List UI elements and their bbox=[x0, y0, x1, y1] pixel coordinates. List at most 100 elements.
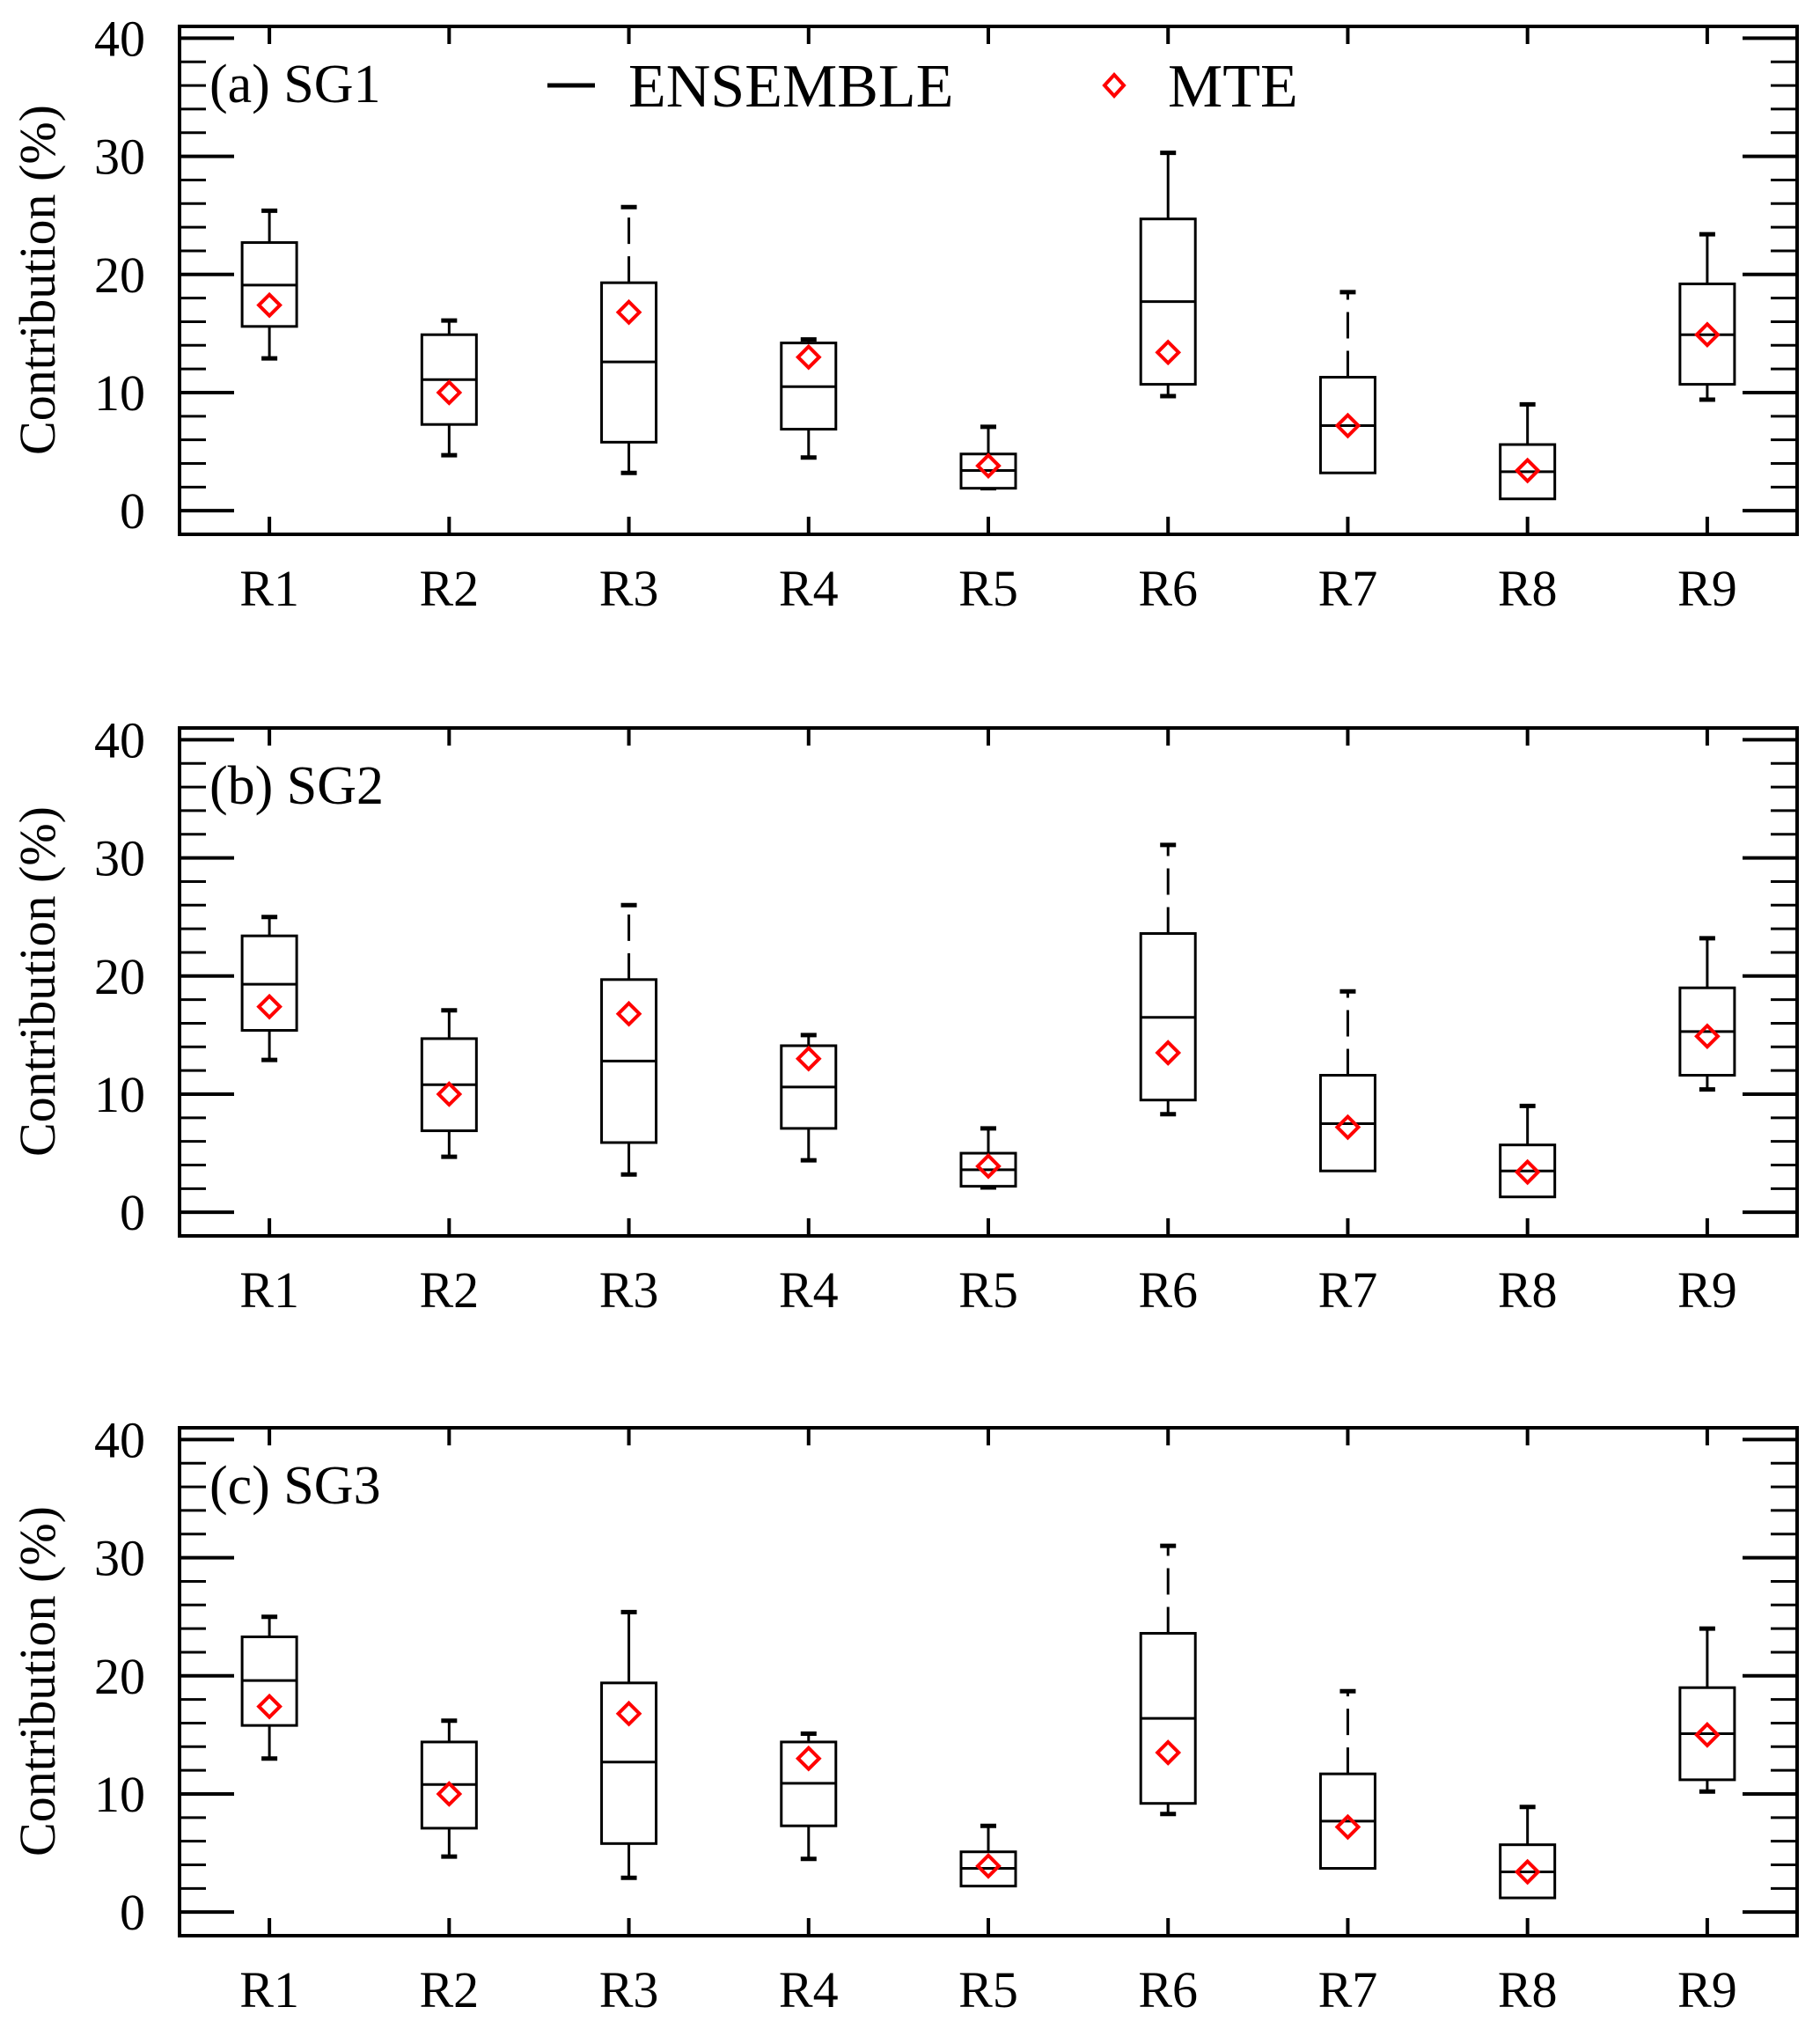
box-r8 bbox=[1499, 401, 1557, 501]
box-r3 bbox=[600, 204, 658, 475]
box-r3 bbox=[600, 902, 658, 1177]
panel-b-marks: 0 10 20 30 40 R1 R2 R3 R4 R5 R6 R7 R8 R9 bbox=[94, 711, 1799, 1319]
mte-point-r6 bbox=[1155, 1040, 1182, 1066]
box-r4 bbox=[780, 1033, 838, 1163]
mte-point-r6 bbox=[1155, 339, 1182, 366]
panel-c-ylabel: Contribution (%) bbox=[9, 1506, 66, 1856]
panel-a-title: (a) SG1 bbox=[209, 55, 381, 114]
mte-point-r4 bbox=[795, 1045, 822, 1072]
mte-point-r1 bbox=[256, 1693, 283, 1720]
box-r5 bbox=[959, 1126, 1017, 1190]
mte-point-r8 bbox=[1514, 1158, 1541, 1186]
panel-a-ylabel: Contribution (%) bbox=[9, 105, 66, 455]
box-r1 bbox=[240, 208, 298, 361]
panel-b-ylabel: Contribution (%) bbox=[9, 806, 66, 1157]
box-r1 bbox=[240, 1614, 298, 1761]
y-tick-label: 20 bbox=[94, 948, 145, 1005]
panel-c-marks: 0 10 20 30 40 R1 R2 R3 R4 R5 R6 R7 R8 R9 bbox=[94, 1411, 1799, 2018]
mte-point-r3 bbox=[615, 1000, 642, 1027]
y-tick-label: 10 bbox=[94, 1766, 145, 1823]
mte-point-r9 bbox=[1694, 321, 1721, 349]
x-tick-label-r2: R2 bbox=[419, 1261, 479, 1319]
mte-point-r7 bbox=[1334, 1813, 1361, 1841]
mte-point-r2 bbox=[436, 1781, 463, 1807]
y-tick-label: 0 bbox=[120, 1884, 145, 1941]
box-r7 bbox=[1318, 1688, 1376, 1871]
mte-point-r7 bbox=[1334, 1114, 1361, 1141]
box-r9 bbox=[1678, 1626, 1736, 1794]
box-r9 bbox=[1678, 232, 1736, 402]
x-tick-label-r8: R8 bbox=[1498, 1261, 1558, 1319]
box-r9 bbox=[1678, 936, 1736, 1092]
mte-point-r5 bbox=[975, 1853, 1002, 1879]
x-tick-label-r4: R4 bbox=[779, 560, 839, 617]
box-r3 bbox=[600, 1609, 658, 1880]
mte-point-r4 bbox=[795, 343, 822, 371]
mte-point-r7 bbox=[1334, 412, 1361, 439]
x-tick-label-r3: R3 bbox=[599, 1261, 659, 1319]
mte-point-r1 bbox=[256, 993, 283, 1020]
panel-c-title: (c) SG3 bbox=[209, 1456, 381, 1516]
mte-point-r9 bbox=[1694, 1023, 1721, 1050]
y-tick-label: 0 bbox=[120, 1184, 145, 1241]
mte-point-r9 bbox=[1694, 1722, 1721, 1748]
x-tick-label-r9: R9 bbox=[1677, 1261, 1737, 1319]
box-r6 bbox=[1139, 842, 1197, 1117]
mte-point-r4 bbox=[795, 1745, 822, 1772]
x-tick-label-r8: R8 bbox=[1498, 1961, 1558, 2018]
y-tick-label: 0 bbox=[120, 482, 145, 540]
box-r6 bbox=[1139, 1543, 1197, 1817]
mte-point-r1 bbox=[256, 291, 283, 319]
x-tick-label-r2: R2 bbox=[419, 560, 479, 617]
y-tick-label: 10 bbox=[94, 1066, 145, 1123]
legend-mte-diamond-icon bbox=[1102, 72, 1126, 99]
box-r5 bbox=[959, 424, 1017, 491]
panel-b: 0 10 20 30 40 R1 R2 R3 R4 R5 R6 R7 R8 R9 (b) SG2 Cont… bbox=[9, 711, 1799, 1319]
x-tick-label-r3: R3 bbox=[599, 560, 659, 617]
x-tick-label-r7: R7 bbox=[1318, 560, 1378, 617]
x-tick-label-r7: R7 bbox=[1318, 1261, 1378, 1319]
y-tick-label: 10 bbox=[94, 364, 145, 422]
panel-a-marks: 0 10 20 30 40 R1 R2 R3 R4 R5 R6 R7 R8 R9 bbox=[94, 10, 1799, 617]
box-r8 bbox=[1499, 1103, 1557, 1199]
legend: ENSEMBLE MTE bbox=[547, 53, 1298, 121]
mte-point-r2 bbox=[436, 379, 463, 406]
y-tick-label: 20 bbox=[94, 1648, 145, 1705]
box-r4 bbox=[780, 1731, 838, 1862]
mte-point-r6 bbox=[1155, 1739, 1182, 1766]
x-tick-label-r6: R6 bbox=[1138, 1961, 1198, 2018]
box-r1 bbox=[240, 915, 298, 1062]
y-tick-label: 40 bbox=[94, 1411, 145, 1468]
x-tick-label-r7: R7 bbox=[1318, 1961, 1378, 2018]
x-tick-label-r1: R1 bbox=[239, 1261, 299, 1319]
x-tick-label-r4: R4 bbox=[779, 1961, 839, 2018]
mte-point-r8 bbox=[1514, 1858, 1541, 1886]
box-r4 bbox=[780, 337, 838, 460]
x-tick-label-r5: R5 bbox=[958, 1961, 1018, 2018]
y-tick-label: 30 bbox=[94, 1530, 145, 1587]
x-tick-label-r6: R6 bbox=[1138, 1261, 1198, 1319]
y-tick-label: 40 bbox=[94, 711, 145, 768]
mte-point-r2 bbox=[436, 1081, 463, 1107]
x-tick-label-r5: R5 bbox=[958, 560, 1018, 617]
x-tick-label-r9: R9 bbox=[1677, 560, 1737, 617]
mte-point-r5 bbox=[975, 1153, 1002, 1180]
legend-ensemble-label: ENSEMBLE bbox=[628, 53, 953, 121]
x-tick-label-r3: R3 bbox=[599, 1961, 659, 2018]
panel-a: 0 10 20 30 40 R1 R2 R3 R4 R5 R6 R7 R8 R9 (a) SG1 Cont… bbox=[9, 10, 1799, 617]
legend-mte-label: MTE bbox=[1168, 53, 1298, 121]
mte-point-r3 bbox=[615, 298, 642, 326]
x-tick-label-r1: R1 bbox=[239, 560, 299, 617]
x-tick-label-r5: R5 bbox=[958, 1261, 1018, 1319]
mte-point-r3 bbox=[615, 1700, 642, 1727]
x-tick-label-r4: R4 bbox=[779, 1261, 839, 1319]
y-tick-label: 30 bbox=[94, 129, 145, 186]
x-tick-label-r9: R9 bbox=[1677, 1961, 1737, 2018]
x-tick-label-r2: R2 bbox=[419, 1961, 479, 2018]
x-tick-label-r8: R8 bbox=[1498, 560, 1558, 617]
box-r7 bbox=[1318, 989, 1376, 1173]
mte-point-r5 bbox=[975, 452, 1002, 480]
x-tick-label-r1: R1 bbox=[239, 1961, 299, 2018]
